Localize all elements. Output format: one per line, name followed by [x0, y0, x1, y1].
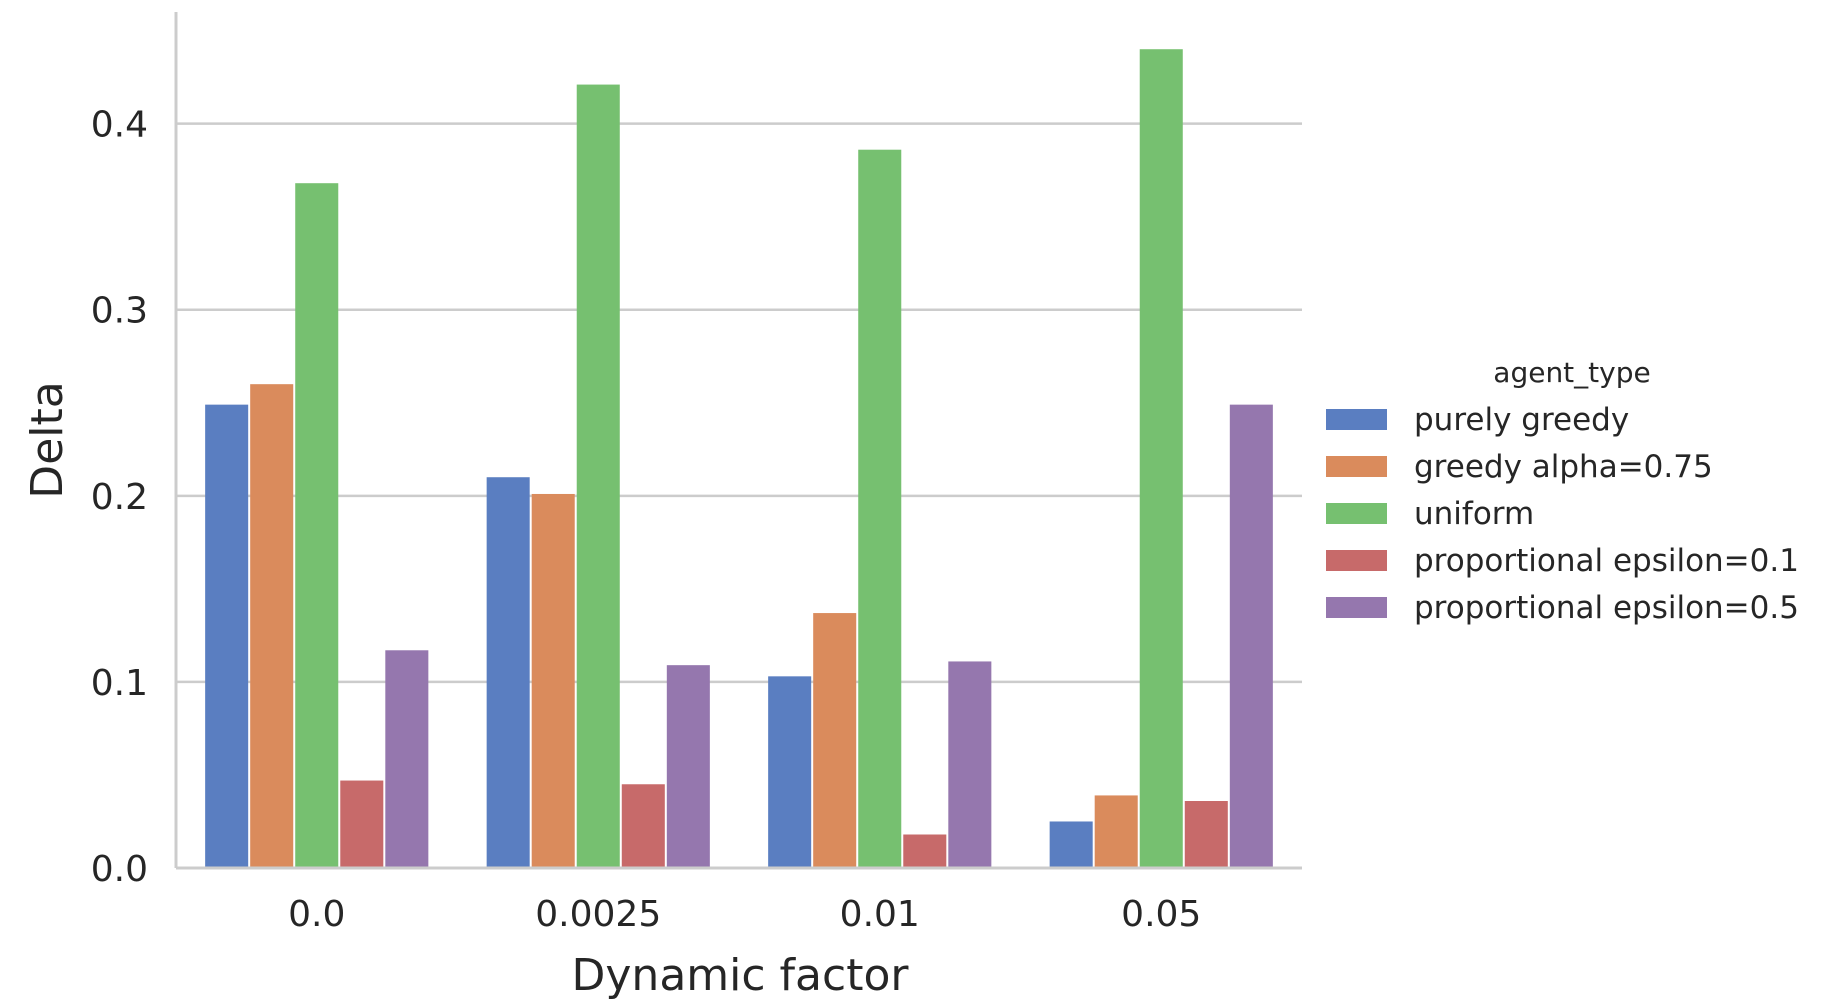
bar: [1229, 404, 1273, 868]
bars: [205, 49, 1273, 868]
y-axis-label: Delta: [22, 381, 73, 498]
legend-title: agent_type: [1493, 356, 1650, 389]
bar: [1184, 801, 1228, 868]
x-tick-labels: 0.0 0.0025 0.01 0.05: [288, 894, 1201, 935]
bar: [1139, 49, 1183, 868]
bar: [666, 665, 710, 868]
legend-label: proportional epsilon=0.1: [1414, 543, 1799, 579]
legend-swatch: [1326, 597, 1387, 618]
y-tick-labels: 0.0 0.1 0.2 0.3 0.4: [91, 105, 148, 890]
bar: [1049, 821, 1093, 868]
y-tick-label: 0.3: [91, 291, 148, 332]
x-tick-label: 0.05: [1121, 894, 1201, 935]
axes: [174, 12, 1302, 870]
bar: [531, 493, 575, 868]
bar: [250, 384, 294, 868]
bar: [621, 784, 665, 868]
bar: [768, 676, 812, 868]
legend-label: proportional epsilon=0.5: [1414, 590, 1799, 626]
y-tick-label: 0.0: [91, 849, 148, 890]
y-tick-label: 0.4: [91, 105, 148, 146]
legend-label: purely greedy: [1414, 402, 1629, 438]
grid-lines: [176, 122, 1302, 684]
bar: [903, 834, 947, 868]
bar: [948, 661, 992, 868]
legend-swatch: [1326, 409, 1387, 430]
bar: [340, 780, 384, 868]
bar: [576, 84, 620, 868]
legend-label: uniform: [1414, 496, 1534, 532]
x-tick-label: 0.01: [840, 894, 920, 935]
legend-swatch: [1326, 550, 1387, 571]
y-tick-label: 0.2: [91, 477, 148, 518]
legend-label: greedy alpha=0.75: [1414, 449, 1713, 485]
x-axis-label: Dynamic factor: [572, 950, 910, 1001]
bar: [295, 183, 339, 868]
bar: [486, 477, 530, 868]
x-tick-label: 0.0: [288, 894, 345, 935]
bar: [858, 149, 902, 868]
legend-swatch: [1326, 503, 1387, 524]
bar: [205, 404, 249, 868]
legend-swatch: [1326, 456, 1387, 477]
legend: agent_type purely greedy greedy alpha=0.7…: [1326, 356, 1799, 626]
y-tick-label: 0.1: [91, 663, 148, 704]
bar: [1094, 795, 1138, 868]
x-tick-label: 0.0025: [535, 894, 661, 935]
bar: [385, 650, 429, 868]
bar: [813, 613, 857, 868]
